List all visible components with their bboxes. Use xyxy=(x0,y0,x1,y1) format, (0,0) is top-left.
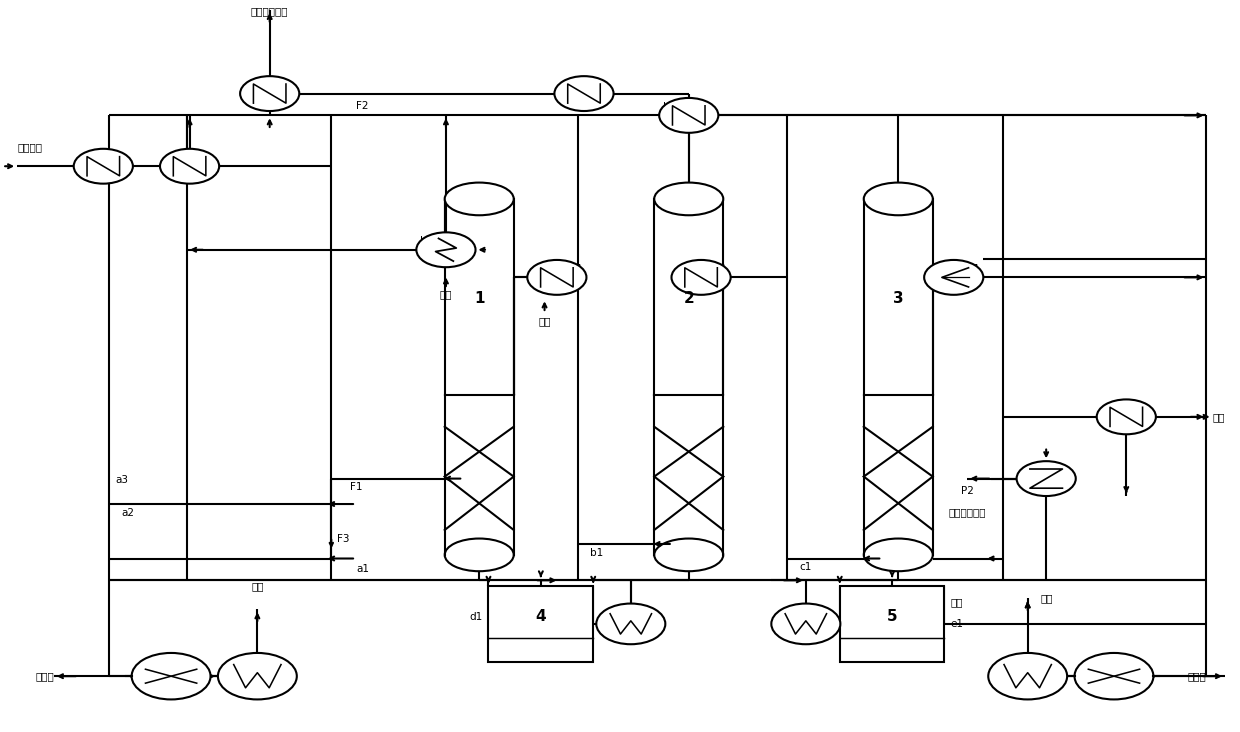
Ellipse shape xyxy=(655,182,723,215)
Text: a1: a1 xyxy=(356,564,370,575)
Text: 2: 2 xyxy=(683,291,694,306)
Circle shape xyxy=(660,98,718,132)
Text: 废水: 废水 xyxy=(252,581,264,591)
Text: 燃料乙醇产品: 燃料乙醇产品 xyxy=(949,508,986,518)
Text: 5: 5 xyxy=(887,609,898,624)
Text: 废水: 废水 xyxy=(538,317,551,326)
Text: F1: F1 xyxy=(350,482,362,492)
Text: b2: b2 xyxy=(611,607,625,616)
Circle shape xyxy=(596,604,666,644)
Text: 废水: 废水 xyxy=(440,289,453,299)
Circle shape xyxy=(241,76,299,111)
Text: h11: h11 xyxy=(563,264,583,274)
Text: c2: c2 xyxy=(787,607,800,616)
Circle shape xyxy=(988,653,1068,700)
Ellipse shape xyxy=(864,182,932,215)
Text: 燃料乙醇产品: 燃料乙醇产品 xyxy=(250,7,289,16)
Ellipse shape xyxy=(445,539,513,571)
Text: 3: 3 xyxy=(893,291,904,306)
Text: h12: h12 xyxy=(420,236,440,246)
Text: h31: h31 xyxy=(960,264,980,274)
Ellipse shape xyxy=(445,182,513,215)
Text: h21: h21 xyxy=(707,264,727,274)
Text: 废水: 废水 xyxy=(1213,412,1225,422)
Circle shape xyxy=(771,604,841,644)
Text: h22: h22 xyxy=(662,102,682,112)
Bar xyxy=(839,586,945,662)
Text: a2: a2 xyxy=(122,508,135,518)
Text: 发酵醪液: 发酵醪液 xyxy=(17,142,42,152)
Text: 抽真空: 抽真空 xyxy=(36,671,55,681)
Circle shape xyxy=(554,76,614,111)
Bar xyxy=(489,586,593,662)
Circle shape xyxy=(1075,653,1153,700)
Text: b1: b1 xyxy=(590,548,604,558)
Circle shape xyxy=(672,260,730,295)
Text: F3: F3 xyxy=(337,534,350,544)
Circle shape xyxy=(417,232,475,267)
Text: 抽真空: 抽真空 xyxy=(1188,671,1207,681)
Text: c1: c1 xyxy=(800,562,812,572)
Text: a3: a3 xyxy=(115,475,129,485)
Ellipse shape xyxy=(655,539,723,571)
Text: F2: F2 xyxy=(356,101,368,111)
Text: P2: P2 xyxy=(961,486,973,496)
Ellipse shape xyxy=(864,539,932,571)
Circle shape xyxy=(527,260,587,295)
Text: d1: d1 xyxy=(469,612,482,621)
Circle shape xyxy=(1096,400,1156,434)
Text: 1: 1 xyxy=(474,291,485,306)
Circle shape xyxy=(1017,461,1076,496)
Circle shape xyxy=(73,149,133,184)
Circle shape xyxy=(131,653,211,700)
Text: P1: P1 xyxy=(250,80,264,90)
Text: 废水: 废水 xyxy=(951,597,963,607)
Circle shape xyxy=(924,260,983,295)
Circle shape xyxy=(218,653,296,700)
Text: 4: 4 xyxy=(536,609,546,624)
Text: e1: e1 xyxy=(951,619,963,629)
Circle shape xyxy=(160,149,219,184)
Text: 废水: 废水 xyxy=(1040,594,1053,603)
